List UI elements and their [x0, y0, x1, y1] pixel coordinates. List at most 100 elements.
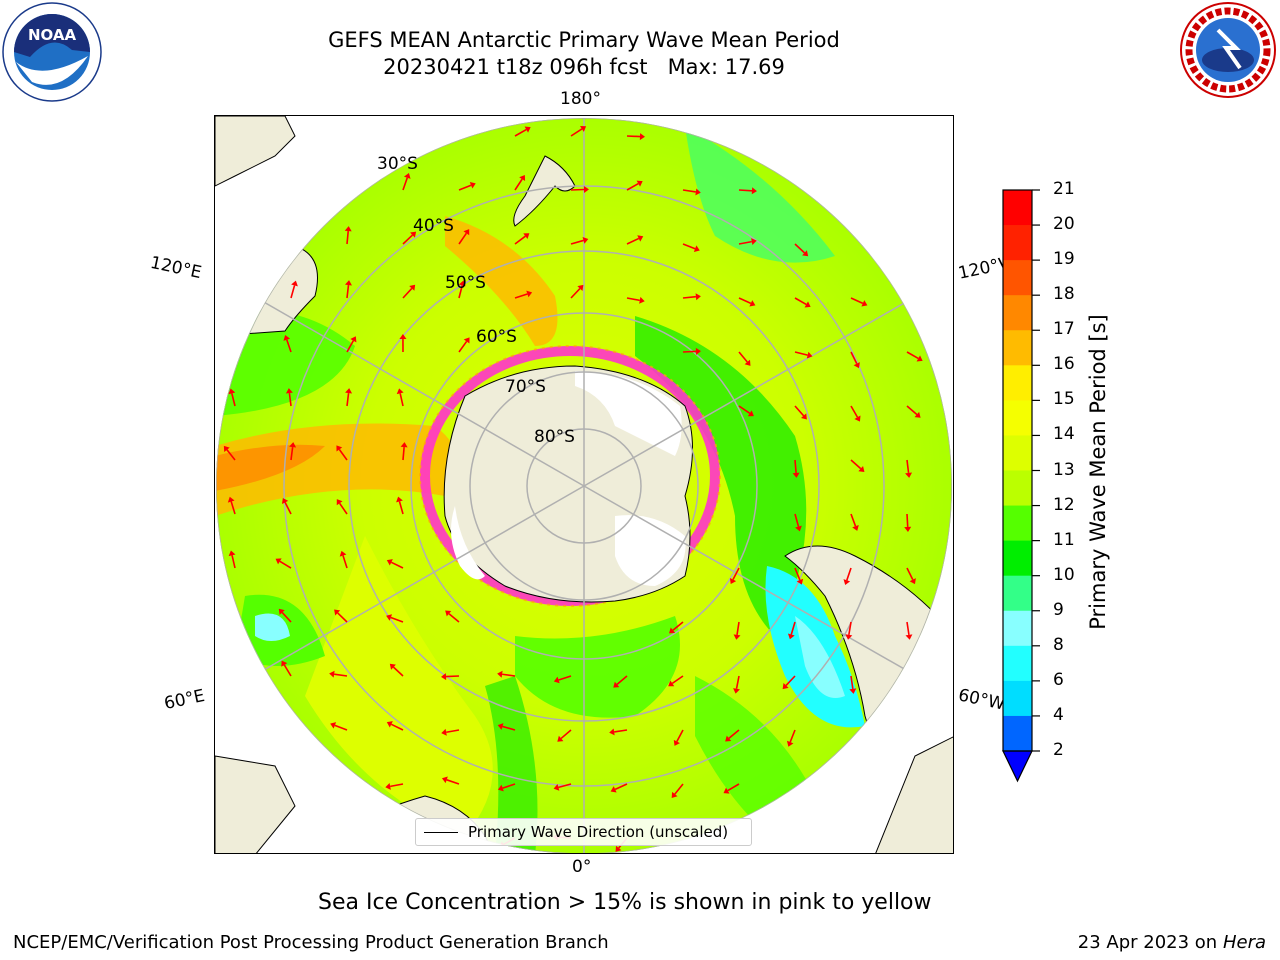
colorbar-tick-label: 13 [1053, 459, 1075, 480]
colorbar-tick-label: 18 [1053, 284, 1075, 305]
noaa-logo-icon: NOAA [2, 2, 102, 102]
wave-arrow-head [751, 238, 757, 246]
footer-date: 23 Apr 2023 on Hera [1078, 932, 1266, 953]
wave-arrow [398, 501, 404, 515]
footer-credit: NCEP/EMC/Verification Post Processing Pr… [13, 932, 609, 953]
wave-arrow [390, 723, 404, 731]
wave-arrow [682, 243, 696, 250]
wave-arrow-head [386, 559, 393, 566]
wave-arrow-head [669, 627, 676, 634]
colorbar-bin [1003, 540, 1032, 577]
wave-direction-arrows [223, 126, 923, 852]
wave-arrow-head [845, 634, 853, 640]
wave-arrow [502, 725, 516, 731]
wave-arrow [514, 235, 526, 245]
lat-label-80s: 80°S [534, 427, 575, 447]
wave-arrow-head [802, 250, 809, 257]
wave-arrow-head [693, 245, 700, 252]
wave-arrow-head [283, 334, 291, 341]
wave-arrow-head [695, 347, 701, 355]
wave-arrow-head [289, 442, 297, 448]
colorbar-bin [1003, 190, 1032, 226]
wave-arrow [850, 513, 857, 527]
wave-arrow [626, 135, 641, 138]
wave-arrow [794, 297, 807, 306]
colorbar-bin [1003, 365, 1032, 401]
wave-arrow-head [668, 680, 675, 687]
colorbar-extension [1002, 750, 1033, 783]
wave-arrow-head [613, 681, 620, 688]
wave-arrow [458, 184, 472, 191]
wave-arrow-head [695, 188, 701, 196]
wave-arrow-head [852, 524, 859, 531]
wave-arrow [626, 297, 640, 302]
wave-arrow [558, 783, 572, 789]
wave-arrow-head [636, 180, 643, 187]
wave-arrow-head [905, 634, 913, 640]
wave-arrow [736, 621, 740, 635]
wave-arrow [906, 621, 910, 635]
wave-arrow-head [800, 413, 807, 420]
lat-label-40s: 40°S [413, 216, 454, 236]
wave-arrow-head [441, 673, 447, 681]
wave-arrow [794, 459, 797, 474]
wave-arrow [346, 340, 355, 353]
polar-map: 30°S 40°S 50°S 60°S 70°S 80°S [214, 115, 954, 854]
colorbar-tick-label: 10 [1053, 564, 1075, 585]
wave-arrow-head [345, 388, 353, 394]
wave-arrow-head [339, 550, 347, 557]
wave-arrow [502, 783, 516, 789]
colorbar-bin [1003, 260, 1032, 296]
wave-arrow [727, 783, 740, 792]
wave-arrow [850, 405, 859, 418]
colorbar-tick-label: 16 [1053, 354, 1075, 375]
wave-arrow [558, 675, 572, 681]
wave-arrow [284, 502, 292, 515]
colorbar-bin [1003, 715, 1032, 752]
wave-arrow [738, 240, 752, 245]
wave-arrow [570, 128, 583, 137]
wave-arrow [514, 293, 528, 299]
wave-arrow [337, 612, 348, 623]
wave-arrow-head [673, 739, 680, 746]
wave-arrow-head [281, 497, 289, 504]
wave-arrow [848, 621, 852, 635]
colorbar-tick-label: 21 [1053, 179, 1075, 199]
wave-arrow-head [344, 226, 352, 232]
wave-arrow-head [609, 728, 615, 736]
wave-arrow [676, 729, 684, 742]
wave-arrow-head [806, 351, 813, 359]
lat-label-70s: 70°S [505, 377, 546, 397]
wave-arrow-head [637, 235, 644, 242]
wave-arrow [342, 555, 348, 569]
wave-arrow-head [914, 411, 921, 418]
wave-arrow [850, 459, 862, 470]
wave-arrow [226, 449, 236, 461]
wave-arrow-head [916, 355, 923, 362]
wave-arrow [390, 783, 404, 788]
wave-arrow-head [285, 388, 293, 394]
wave-arrow [672, 621, 684, 631]
wave-arrow-head [786, 740, 794, 747]
wave-arrow [570, 239, 584, 245]
wave-arrow [458, 232, 468, 245]
legend-line-icon [424, 832, 458, 833]
wave-arrow [390, 561, 404, 569]
colorbar-tick-label: 8 [1053, 634, 1064, 655]
wave-arrow-head [577, 284, 584, 291]
wave-arrow [445, 675, 460, 678]
lat-label-30s: 30°S [377, 154, 418, 174]
wave-arrow [290, 285, 296, 299]
colorbar-tick-label: 19 [1053, 249, 1075, 270]
wave-arrow-head [557, 735, 564, 742]
wave-arrow-head [281, 660, 288, 667]
colorbar-tick-label: 14 [1053, 424, 1075, 445]
wave-arrow-head [329, 670, 335, 678]
wave-arrow [338, 502, 348, 515]
wave-arrow-head [733, 634, 741, 640]
wave-arrow-head [795, 525, 802, 532]
wave-arrow [290, 447, 294, 461]
wave-arrow [732, 567, 740, 580]
colorbar-tick-label: 17 [1053, 319, 1075, 340]
wave-arrow [906, 351, 919, 360]
